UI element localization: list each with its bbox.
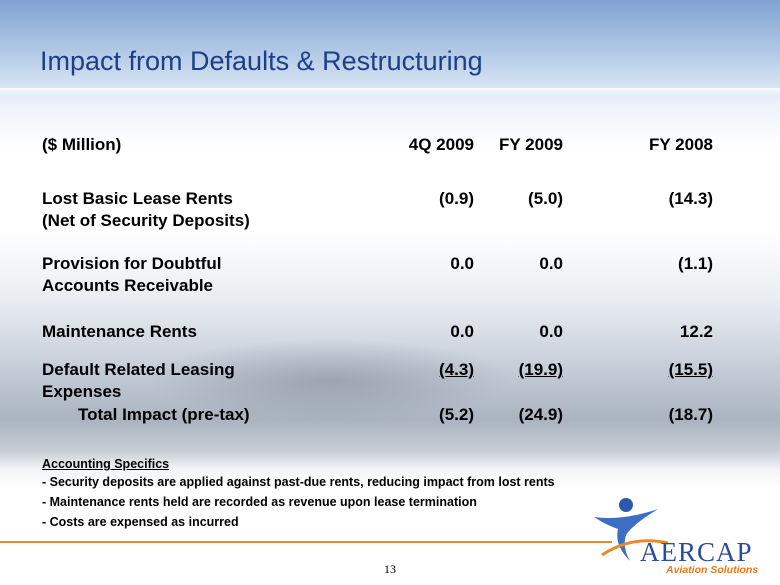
logo-tagline: Aviation Solutions [666,564,759,576]
orange-line [0,541,612,543]
page-number: 13 [384,562,396,576]
row-value: (5.0) [528,189,563,208]
row-label: Default Related Leasing [42,360,235,379]
note-item: - Maintenance rents held are recorded as… [42,495,477,509]
row-value: (24.9) [518,405,563,424]
row-value: (18.7) [668,405,713,424]
logo-body [594,509,658,561]
notes-heading: Accounting Specifics [42,457,170,471]
logo-swoosh [601,539,669,557]
row-value: 0.0 [539,254,563,273]
row-value: (0.9) [439,189,474,208]
title-glow [0,88,780,96]
column-header: 4Q 2009 [408,135,474,154]
row-label: Accounts Receivable [42,276,214,295]
row-value: (15.5) [668,360,713,379]
row-value: 0.0 [450,254,474,273]
row-label: Expenses [42,382,122,401]
row-value: (1.1) [678,254,713,273]
column-header: ($ Million) [42,135,122,154]
logo-head [619,498,633,512]
slide-title: Impact from Defaults & Restructuring [40,46,483,76]
note-item: - Security deposits are applied against … [42,475,555,489]
row-label: Lost Basic Lease Rents [42,189,233,208]
row-value: 12.2 [679,322,713,341]
row-value: (14.3) [668,189,713,208]
row-value: 0.0 [450,322,474,341]
note-item: - Costs are expensed as incurred [42,515,239,529]
row-label: Maintenance Rents [42,322,197,341]
row-value: (4.3) [439,360,474,379]
row-value: 0.0 [539,322,563,341]
column-header: FY 2009 [499,135,563,154]
logo-text: AERCAP [640,537,753,567]
row-label: (Net of Security Deposits) [42,211,250,230]
row-label: Provision for Doubtful [42,254,222,273]
row-value: (19.9) [518,360,563,379]
logo-figure [594,498,669,561]
row-value: (5.2) [439,405,474,424]
column-header: FY 2008 [649,135,713,154]
row-label: Total Impact (pre-tax) [78,405,250,424]
